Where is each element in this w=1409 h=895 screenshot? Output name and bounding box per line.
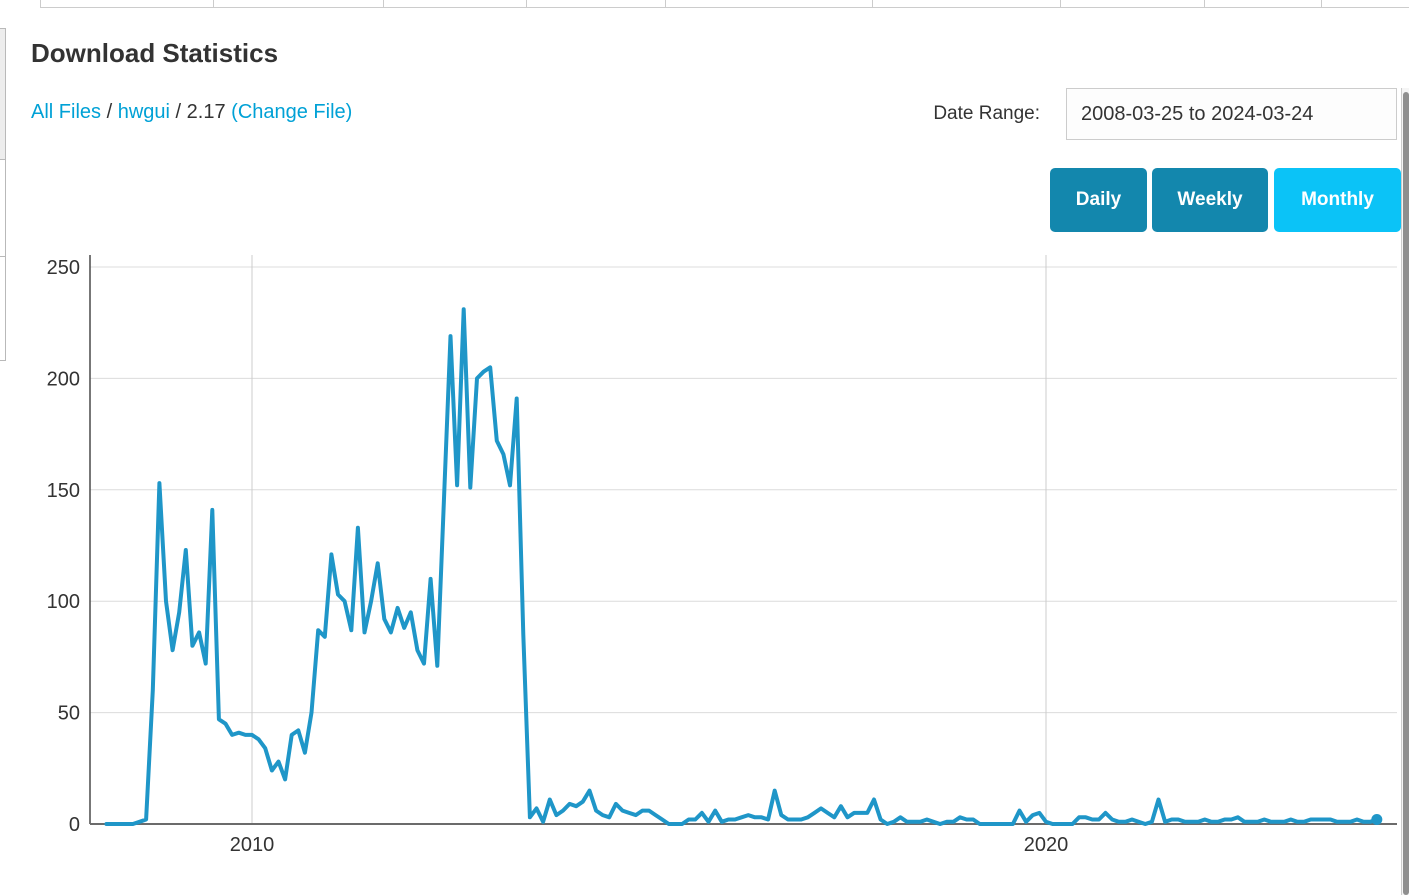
date-range-input[interactable] xyxy=(1066,88,1397,140)
x-axis-tick-label: 2020 xyxy=(1024,834,1069,856)
y-axis-tick-label: 200 xyxy=(47,368,80,390)
breadcrumb-separator: / xyxy=(175,101,182,123)
y-axis-tick-label: 0 xyxy=(69,814,80,836)
vertical-scrollbar[interactable] xyxy=(1403,92,1409,895)
table-column-divider xyxy=(383,0,384,7)
table-column-divider xyxy=(526,0,527,7)
date-range-label: Date Range: xyxy=(933,103,1040,124)
weekly-button[interactable]: Weekly xyxy=(1152,168,1268,232)
table-column-divider xyxy=(665,0,666,7)
y-axis-tick-label: 50 xyxy=(58,703,80,725)
table-column-divider xyxy=(1321,0,1322,7)
table-column-divider xyxy=(213,0,214,7)
breadcrumb: All Files / hwgui / 2.17 (Change File) xyxy=(31,101,352,124)
downloads-series-line xyxy=(104,307,1379,826)
breadcrumb-separator: / xyxy=(106,101,113,123)
table-column-divider xyxy=(1060,0,1061,7)
x-axis-tick-label: 2010 xyxy=(230,834,275,856)
breadcrumb-version: 2.17 xyxy=(186,101,226,123)
page-title: Download Statistics xyxy=(31,38,279,68)
table-column-divider xyxy=(872,0,873,7)
left-panel-fragment xyxy=(0,160,6,257)
table-column-divider xyxy=(1204,0,1205,7)
y-axis-tick-label: 100 xyxy=(47,591,80,613)
y-axis-tick-label: 250 xyxy=(47,257,80,279)
daily-button[interactable]: Daily xyxy=(1050,168,1147,232)
monthly-button[interactable]: Monthly xyxy=(1274,168,1401,232)
y-axis-tick-label: 150 xyxy=(47,480,80,502)
top-table-fragment xyxy=(40,0,1409,8)
table-column-divider xyxy=(40,0,41,7)
breadcrumb-link-all-files[interactable]: All Files xyxy=(31,101,102,123)
breadcrumb-link-project[interactable]: hwgui xyxy=(117,101,170,123)
left-panel-fragment xyxy=(0,257,6,361)
left-panel-fragment xyxy=(0,28,6,160)
series-endpoint-marker xyxy=(1371,814,1383,826)
change-file-link[interactable]: (Change File) xyxy=(231,101,353,123)
